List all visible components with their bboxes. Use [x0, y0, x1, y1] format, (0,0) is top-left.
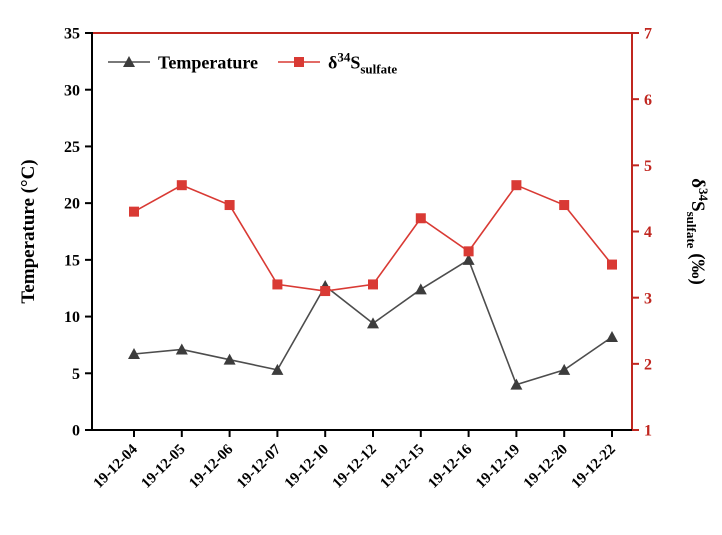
left-axis: 0 5 10 15 20 25 30 35 Temperature (°C)	[18, 26, 92, 440]
triangle-marker	[367, 317, 379, 329]
x-tick-label: 19-12-12	[330, 442, 380, 492]
sulfate-series	[129, 180, 617, 297]
legend-sulfate-label: δ34Ssulfate	[328, 49, 397, 76]
right-axis-title: δ34Ssulfate (‰)	[684, 178, 711, 285]
square-marker	[511, 180, 522, 191]
x-tick-label: 19-12-10	[282, 442, 332, 492]
x-tick-label: 19-12-19	[473, 442, 523, 492]
left-tick-label: 30	[64, 82, 80, 99]
legend-square-marker	[294, 57, 304, 67]
x-tick-label: 19-12-20	[521, 442, 571, 492]
left-tick-label: 0	[72, 423, 80, 440]
square-marker	[129, 206, 139, 217]
square-marker	[415, 213, 426, 224]
right-tick-label: 1	[644, 423, 652, 440]
triangle-marker	[271, 363, 284, 375]
left-axis-title: Temperature (°C)	[18, 159, 39, 303]
triangle-marker	[606, 330, 618, 342]
x-tick-label: 19-12-04	[91, 441, 142, 492]
right-tick-label: 3	[644, 290, 652, 307]
right-tick-label: 4	[644, 224, 652, 241]
right-tick-label: 6	[644, 92, 652, 109]
left-tick-label: 5	[72, 366, 80, 383]
square-marker	[272, 279, 283, 290]
triangle-marker	[510, 378, 523, 390]
triangle-marker	[462, 253, 475, 265]
plot-frame	[91, 32, 633, 431]
right-axis: 1 2 3 4 5 6 7 δ34Ssulfate (‰)	[632, 26, 711, 440]
x-tick-label: 19-12-15	[377, 442, 427, 492]
x-tick-label: 19-12-05	[138, 442, 188, 492]
temperature-series	[128, 253, 618, 390]
x-axis: 19-12-0419-12-0519-12-0619-12-0719-12-10…	[91, 430, 619, 492]
triangle-marker	[223, 353, 236, 365]
square-marker	[368, 279, 378, 290]
left-tick-label: 25	[64, 139, 80, 156]
x-tick-label: 19-12-22	[569, 442, 619, 492]
left-tick-label: 20	[64, 196, 80, 213]
x-tick-label: 19-12-07	[234, 441, 285, 492]
square-marker	[607, 259, 617, 270]
square-marker	[224, 200, 235, 211]
left-tick-label: 35	[64, 26, 80, 43]
square-marker	[559, 200, 570, 211]
triangle-marker	[128, 348, 140, 360]
legend-triangle-marker	[123, 56, 135, 67]
legend: Temperature δ34Ssulfate	[108, 49, 397, 76]
left-tick-label: 15	[64, 252, 80, 269]
legend-temperature-label: Temperature	[158, 52, 258, 72]
sulfate-series-line	[133, 184, 613, 292]
x-tick-label: 19-12-06	[186, 441, 237, 492]
left-tick-label: 10	[64, 309, 80, 326]
triangle-marker	[414, 283, 427, 295]
square-marker	[320, 286, 331, 297]
right-tick-label: 2	[644, 356, 652, 373]
triangle-marker	[175, 343, 188, 355]
square-marker	[176, 180, 187, 191]
right-tick-label: 7	[644, 26, 652, 43]
x-tick-label: 19-12-16	[425, 441, 476, 492]
right-tick-label: 5	[644, 158, 652, 175]
square-marker	[463, 246, 474, 257]
triangle-marker	[558, 363, 571, 375]
